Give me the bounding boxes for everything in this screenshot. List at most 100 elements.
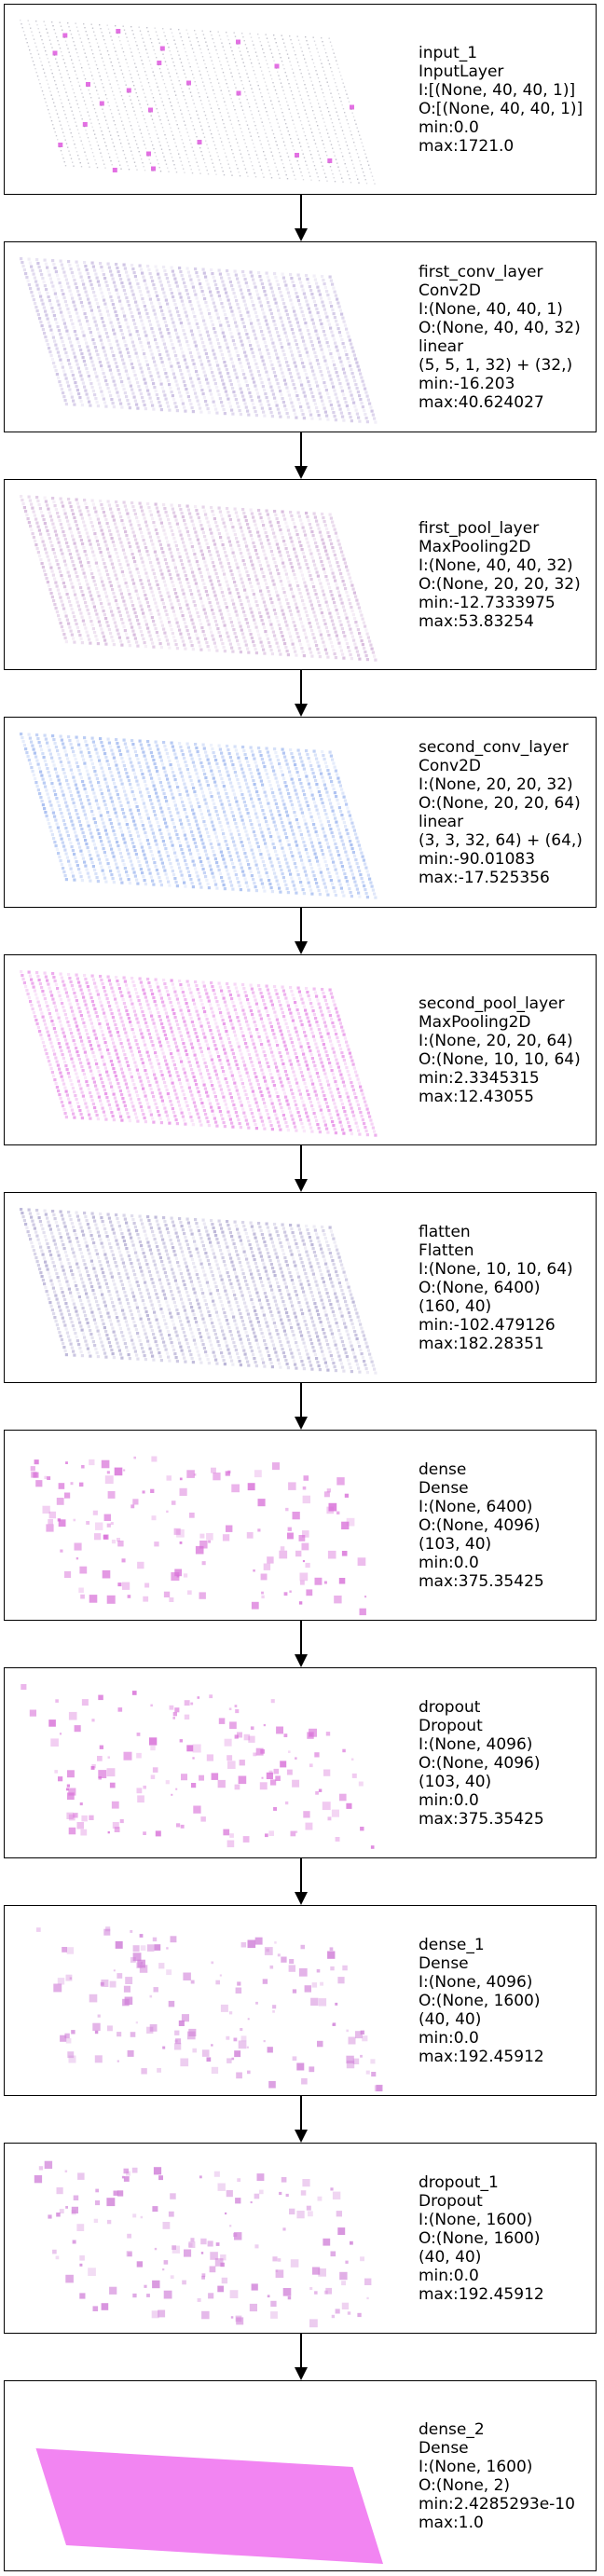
layer-node-dropout: dropout Dropout I:(None, 4096) O:(None, 409… <box>4 1667 597 1858</box>
layer-info-line: I:(None, 1600) <box>419 2457 533 2476</box>
connector-line <box>300 195 302 228</box>
layer-visualization-dense <box>30 1456 367 1616</box>
layer-name: second_conv_layer <box>419 737 569 757</box>
layer-info: flatten Flatten I:(None, 10, 10, 64) O:(Non… <box>419 1193 573 1382</box>
layer-info-line: min:-12.7333975 <box>419 593 556 612</box>
layer-info: dropout Dropout I:(None, 4096) O:(None, 409… <box>419 1668 544 1857</box>
activation-grid <box>20 1208 378 1375</box>
arrow-down-icon <box>295 1179 308 1192</box>
layer-info-line: min:-102.479126 <box>419 1315 556 1335</box>
layer-info-line: I:(None, 20, 20, 64) <box>419 1031 573 1050</box>
arrow-down-icon <box>295 941 308 954</box>
layer-info-line: I:(None, 6400) <box>419 1497 533 1516</box>
layer-info-line: max:375.35425 <box>419 1571 544 1591</box>
layer-info-line: I:(None, 4096) <box>419 1734 533 1754</box>
arrow-down-icon <box>295 1417 308 1430</box>
layer-node-first-pool: first_pool_layer MaxPooling2D I:(None, 40,… <box>4 479 597 670</box>
layer-info-line: (103, 40) <box>419 1534 492 1554</box>
layer-node-second-conv: second_conv_layer Conv2D I:(None, 20, 20, … <box>4 717 597 908</box>
layer-info-line: Dense <box>419 1478 469 1498</box>
layer-info: input_1 InputLayer I:[(None, 40, 40, 1)] O:… <box>419 5 583 194</box>
layer-info-line: min:2.4285293e-10 <box>419 2494 575 2514</box>
layer-info-line: min:-90.01083 <box>419 849 536 869</box>
layer-visualization-second-conv <box>20 733 378 899</box>
layer-info-line: linear <box>419 336 464 356</box>
layer-info-line: min:0.0 <box>419 117 479 137</box>
layer-visualization-first-conv <box>20 257 378 424</box>
layer-info-line: Dropout <box>419 2191 483 2211</box>
layer-info-line: Conv2D <box>419 281 482 300</box>
layer-info-line: min:0.0 <box>419 1790 479 1810</box>
layer-node-first-conv: first_conv_layer Conv2D I:(None, 40, 40, 1… <box>4 241 597 432</box>
activation-scatter <box>36 1926 383 2091</box>
layer-info-line: max:1.0 <box>419 2513 484 2532</box>
layer-info: dense_2 Dense I:(None, 1600) O:(None, 2) min… <box>419 2381 575 2570</box>
layer-info-line: O:(None, 1600) <box>419 2228 541 2248</box>
layer-info-line: O:(None, 20, 20, 32) <box>419 574 581 594</box>
layer-node-dense-2: dense_2 Dense I:(None, 1600) O:(None, 2) min… <box>4 2380 597 2571</box>
layer-visualization-dropout <box>21 1684 375 1849</box>
layer-info-line: (103, 40) <box>419 1772 492 1791</box>
layer-visualization-second-pool <box>20 970 378 1137</box>
layer-info-line: (40, 40) <box>419 2009 482 2029</box>
layer-node-dense-1: dense_1 Dense I:(None, 4096) O:(None, 1600)… <box>4 1905 597 2096</box>
layer-node-second-pool: second_pool_layer MaxPooling2D I:(None, 20… <box>4 954 597 1145</box>
layer-info-line: O:[(None, 40, 40, 1)] <box>419 99 583 118</box>
layer-info-line: I:(None, 40, 40, 1) <box>419 299 563 319</box>
layer-info-line: max:12.43055 <box>419 1087 534 1106</box>
layer-visualization-dense-1 <box>36 1926 383 2091</box>
layer-visualization-input <box>20 20 376 185</box>
connector-line <box>300 2334 302 2367</box>
arrow-down-icon <box>295 704 308 717</box>
layer-info-line: Conv2D <box>419 756 482 775</box>
layer-info: first_pool_layer MaxPooling2D I:(None, 40,… <box>419 480 581 669</box>
layer-info-line: InputLayer <box>419 62 504 81</box>
layer-info-line: max:-17.525356 <box>419 868 550 887</box>
layer-info-line: max:375.35425 <box>419 1809 544 1829</box>
activation-scatter <box>30 1456 367 1616</box>
layer-info-line: max:182.28351 <box>419 1334 544 1353</box>
layer-info-line: (40, 40) <box>419 2247 482 2267</box>
layer-info-line: min:2.3345315 <box>419 1068 540 1088</box>
layer-name: flatten <box>419 1222 471 1241</box>
layer-name: dense <box>419 1459 467 1479</box>
layer-name: second_pool_layer <box>419 993 565 1013</box>
layer-info-line: Dense <box>419 1953 469 1973</box>
layer-info: dense Dense I:(None, 6400) O:(None, 4096) (1… <box>419 1431 544 1620</box>
layer-info-line: O:(None, 4096) <box>419 1515 541 1535</box>
connector-line <box>300 2096 302 2130</box>
layer-info-line: max:53.83254 <box>419 611 534 631</box>
connector-line <box>300 1858 302 1892</box>
layer-visualization-first-pool <box>20 495 378 662</box>
layer-name: input_1 <box>419 43 478 62</box>
layer-info-line: I:(None, 20, 20, 32) <box>419 774 573 794</box>
layer-info-line: O:(None, 20, 20, 64) <box>419 793 581 813</box>
layer-info-line: I:[(None, 40, 40, 1)] <box>419 80 576 100</box>
layer-info-line: Dropout <box>419 1716 483 1735</box>
connector-line <box>300 670 302 704</box>
connector-line <box>300 1145 302 1179</box>
layer-info-line: linear <box>419 812 464 831</box>
layer-info-line: MaxPooling2D <box>419 537 531 556</box>
layer-info-line: O:(None, 2) <box>419 2475 511 2495</box>
layer-info-line: O:(None, 1600) <box>419 1991 541 2010</box>
layer-node-flatten: flatten Flatten I:(None, 10, 10, 64) O:(Non… <box>4 1192 597 1383</box>
layer-info-line: O:(None, 10, 10, 64) <box>419 1049 581 1069</box>
layer-info-line: min:-16.203 <box>419 374 515 393</box>
layer-visualization-dense-2 <box>35 2448 383 2564</box>
layer-info: second_pool_layer MaxPooling2D I:(None, 20… <box>419 955 581 1144</box>
arrow-down-icon <box>295 466 308 479</box>
arrow-down-icon <box>295 228 308 241</box>
activation-block <box>35 2448 383 2564</box>
layer-info-line: max:192.45912 <box>419 2047 544 2066</box>
connector-line <box>300 1621 302 1654</box>
activation-grid <box>20 733 378 899</box>
layer-info: dropout_1 Dropout I:(None, 1600) O:(None, 1… <box>419 2144 544 2333</box>
layer-info: dense_1 Dense I:(None, 4096) O:(None, 1600)… <box>419 1906 544 2095</box>
layer-node-dropout-1: dropout_1 Dropout I:(None, 1600) O:(None, 1… <box>4 2143 597 2334</box>
layer-info-line: Dense <box>419 2438 469 2458</box>
layer-info-line: min:0.0 <box>419 2266 479 2285</box>
layer-info-line: MaxPooling2D <box>419 1012 531 1032</box>
activation-grid <box>20 20 376 185</box>
layer-info-line: min:0.0 <box>419 1553 479 1572</box>
